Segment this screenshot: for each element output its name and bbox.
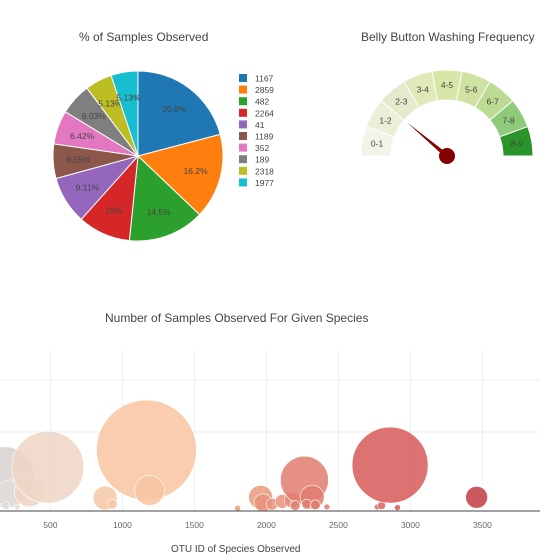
pie-slice-label: 9.11% (76, 182, 100, 192)
bubble-point[interactable] (134, 475, 165, 506)
pie-slice-label: 5.13% (98, 98, 123, 108)
gauge-segment-label: 5-6 (465, 84, 478, 94)
legend-label[interactable]: 2264 (255, 108, 274, 118)
bubble-point[interactable] (11, 430, 85, 504)
bubble-point[interactable] (310, 499, 321, 511)
legend-swatch[interactable] (239, 120, 247, 129)
x-tick-label: 500 (43, 520, 57, 530)
bubble-point[interactable] (323, 503, 331, 511)
gauge-needle-hub (439, 148, 455, 164)
legend-swatch[interactable] (239, 97, 247, 106)
legend-label[interactable]: 1189 (255, 132, 274, 142)
legend-label[interactable]: 2318 (255, 166, 274, 176)
x-tick-label: 2000 (257, 520, 276, 530)
legend-swatch[interactable] (239, 74, 247, 82)
gauge-segment-label: 6-7 (486, 97, 499, 107)
gauge-segment-label: 2-3 (395, 97, 408, 107)
bubble-point[interactable] (13, 503, 21, 511)
pie-slice-1977[interactable] (110, 70, 139, 157)
x-tick-label: 2500 (329, 520, 348, 530)
bubble-chart-title: Number of Samples Observed For Given Spe… (105, 311, 369, 325)
gauge-segment-label: 3-4 (417, 84, 430, 94)
bubble-point[interactable] (351, 426, 429, 504)
pie-slice-label: 20.9% (162, 104, 187, 114)
pie-slice-label: 16.2% (184, 166, 209, 176)
legend-label[interactable]: 41 (255, 120, 265, 130)
pie-slice-label: 6.03% (82, 111, 107, 121)
x-tick-label: 1500 (185, 520, 204, 530)
legend-label[interactable]: 189 (255, 155, 269, 165)
legend-swatch[interactable] (239, 85, 247, 94)
x-tick-label: 3000 (401, 520, 420, 530)
gauge-segment-label: 8-9 (511, 139, 524, 149)
legend-label[interactable]: 1977 (255, 178, 274, 188)
pie-slice-label: 6.55% (67, 155, 92, 165)
bubble-chart: 500 1000 1500 2000 2500 3000 3500 (0, 350, 540, 530)
gauge-chart: 0-1 1-22-3 3-4 4-5 5-6 6-77-8 8-9 (360, 69, 534, 164)
gauge-segment-label: 0-1 (371, 139, 384, 149)
pie-slice-label: 6.42% (70, 131, 95, 141)
bubble-x-axis-label: OTU ID of Species Observed (171, 544, 301, 555)
gauge-segment-8-9[interactable] (498, 125, 534, 157)
gauge-segment-label: 1-2 (379, 116, 392, 126)
legend-swatch[interactable] (239, 108, 247, 117)
pie-slice-1167[interactable] (137, 70, 221, 157)
gauge-segment-label: 7-8 (502, 116, 515, 126)
pie-slice-label: 10% (105, 205, 122, 215)
bubble-point[interactable] (234, 504, 241, 511)
pie-slice-label: 14.5% (147, 207, 172, 217)
gauge-needle (407, 122, 449, 158)
legend-swatch[interactable] (239, 166, 247, 175)
bubble-point[interactable] (465, 485, 488, 509)
gauge-segment-label: 4-5 (441, 80, 454, 90)
bubble-point[interactable] (394, 504, 401, 511)
pie-chart: 20.9% 1167 16.2% 2859 14.5% 482 10% 2264 9.11% 41… (52, 70, 274, 242)
legend-swatch[interactable] (239, 143, 247, 152)
pie-chart-title: % of Samples Observed (79, 30, 209, 44)
pie-slice-482[interactable] (128, 154, 201, 242)
legend-swatch[interactable] (239, 132, 247, 140)
pie-slice-label: 5.13% (116, 92, 141, 102)
gauge-title: Belly Button Washing Frequency (361, 30, 535, 44)
legend-label[interactable]: 352 (255, 143, 269, 153)
legend-label[interactable]: 482 (255, 97, 269, 107)
bubble-point[interactable] (289, 500, 301, 511)
x-tick-label: 1000 (113, 520, 132, 530)
bubble-point[interactable] (1, 501, 11, 510)
legend-swatch[interactable] (239, 155, 247, 164)
pie-slice-2859[interactable] (137, 133, 224, 216)
x-tick-label: 3500 (473, 520, 492, 530)
bubble-point[interactable] (107, 498, 118, 510)
legend-label[interactable]: 2859 (255, 85, 274, 95)
legend-label[interactable]: 1167 (255, 74, 274, 84)
legend-swatch[interactable] (239, 178, 247, 187)
